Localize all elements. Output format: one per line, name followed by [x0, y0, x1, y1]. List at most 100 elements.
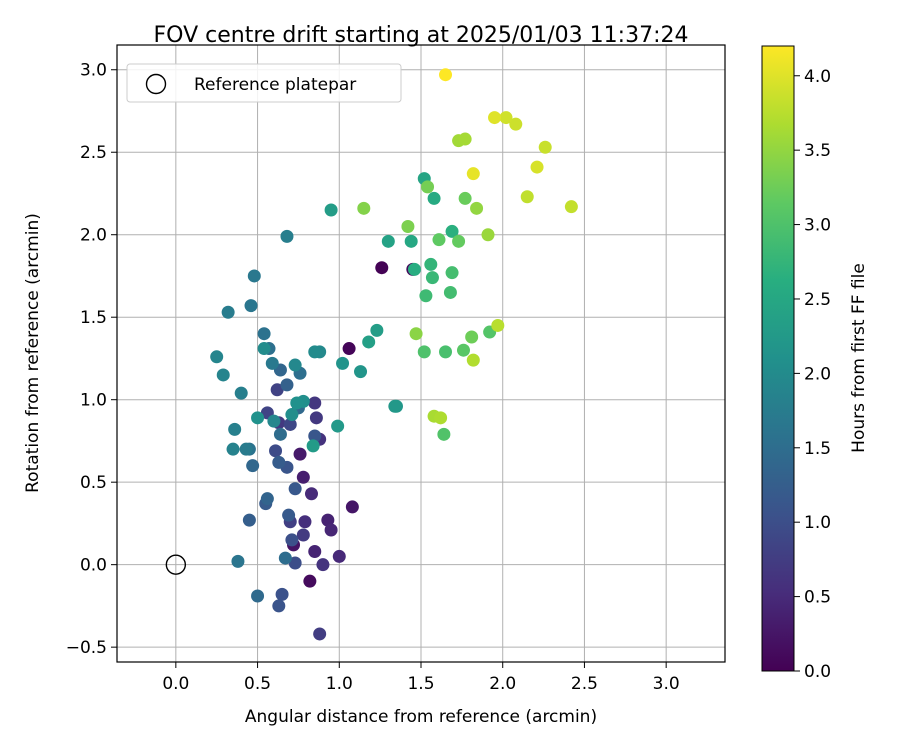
y-tick-label: 1.0 [80, 391, 107, 411]
colorbar-tick-label: 2.0 [804, 364, 831, 384]
y-tick-label: 2.5 [80, 143, 107, 163]
y-tick-label: −0.5 [66, 638, 107, 658]
x-tick-label: 1.0 [326, 674, 353, 694]
chart-title: FOV centre drift starting at 2025/01/03 … [154, 23, 689, 48]
data-point [458, 132, 472, 146]
data-point [275, 587, 289, 601]
data-point [354, 365, 368, 379]
legend-marker-reference [145, 73, 167, 95]
data-point [370, 323, 384, 337]
data-point [216, 368, 230, 382]
colorbar-tick-label: 1.5 [804, 439, 831, 459]
data-point [285, 408, 299, 422]
data-point [290, 396, 304, 410]
data-point [260, 492, 274, 506]
colorbar-label: Hours from first FF file [849, 263, 869, 453]
data-point [445, 266, 459, 280]
data-point [434, 411, 448, 425]
data-point [257, 327, 271, 341]
data-point [273, 427, 287, 441]
data-point [425, 271, 439, 285]
x-tick-label: 2.5 [571, 674, 598, 694]
data-point [283, 417, 297, 431]
data-point [221, 305, 235, 319]
colorbar-tick-label: 1.0 [804, 513, 831, 533]
data-point [228, 422, 242, 436]
data-point [381, 234, 395, 248]
data-point [401, 219, 415, 233]
data-point [432, 233, 446, 247]
y-tick-label: 2.0 [80, 226, 107, 246]
data-point [481, 228, 495, 242]
data-point [564, 200, 578, 214]
data-point [439, 68, 453, 82]
data-point [280, 378, 294, 392]
x-tick-label: 1.5 [407, 674, 434, 694]
data-point [456, 343, 470, 357]
data-point [251, 411, 265, 425]
data-point [313, 627, 327, 641]
data-point [424, 257, 438, 271]
y-tick-label: 3.0 [80, 61, 107, 81]
x-tick-label: 0.0 [162, 674, 189, 694]
data-point [288, 482, 302, 496]
data-point [452, 234, 466, 248]
data-point [538, 140, 552, 154]
data-point [465, 330, 479, 344]
data-point [345, 500, 359, 514]
data-point [251, 589, 265, 603]
data-point [421, 180, 435, 194]
colorbar-tick-label: 3.0 [804, 216, 831, 236]
data-point [210, 350, 224, 364]
data-point [458, 191, 472, 205]
data-point [331, 419, 345, 433]
data-point [308, 429, 322, 443]
data-point [304, 487, 318, 501]
grid [117, 45, 725, 662]
data-point [321, 513, 335, 527]
y-axis-label: Rotation from reference (arcmin) [23, 213, 43, 493]
data-point [231, 554, 245, 568]
y-axis-ticks: −0.5 0.0 0.5 1.0 1.5 2.0 2.5 3.0 [66, 61, 117, 658]
data-point [499, 111, 513, 125]
data-point [278, 551, 292, 565]
data-point [491, 318, 505, 332]
data-point [247, 269, 261, 283]
data-point [257, 342, 271, 356]
data-point [324, 203, 338, 217]
x-tick-label: 0.5 [244, 674, 271, 694]
data-point [270, 383, 284, 397]
data-point [407, 262, 421, 276]
data-point [362, 335, 376, 349]
x-tick-label: 2.0 [489, 674, 516, 694]
data-point [280, 229, 294, 243]
data-point [242, 513, 256, 527]
colorbar-tick-label: 0.0 [804, 662, 831, 682]
data-point [357, 201, 371, 215]
data-point [488, 111, 502, 125]
data-point [267, 414, 281, 428]
colorbar: 0.0 0.5 1.0 1.5 2.0 2.5 3.0 3.5 4.0 Hours from f… [761, 45, 869, 682]
data-point [272, 455, 286, 469]
data-point [336, 356, 350, 370]
colorbar-tick-label: 3.5 [804, 141, 831, 161]
data-point [443, 285, 457, 299]
data-point [419, 289, 433, 303]
data-point [445, 224, 459, 238]
data-points [210, 68, 578, 641]
data-point [470, 201, 484, 215]
data-point [296, 528, 310, 542]
reference-platepar-marker [165, 554, 187, 575]
data-point [234, 386, 248, 400]
data-point [375, 261, 389, 275]
data-point [269, 444, 283, 458]
data-point [437, 427, 451, 441]
data-point [509, 117, 523, 131]
data-point [342, 342, 356, 356]
data-point [388, 399, 402, 413]
data-point [466, 353, 480, 367]
data-point [439, 345, 453, 359]
data-point [226, 442, 240, 456]
data-point [409, 327, 423, 341]
